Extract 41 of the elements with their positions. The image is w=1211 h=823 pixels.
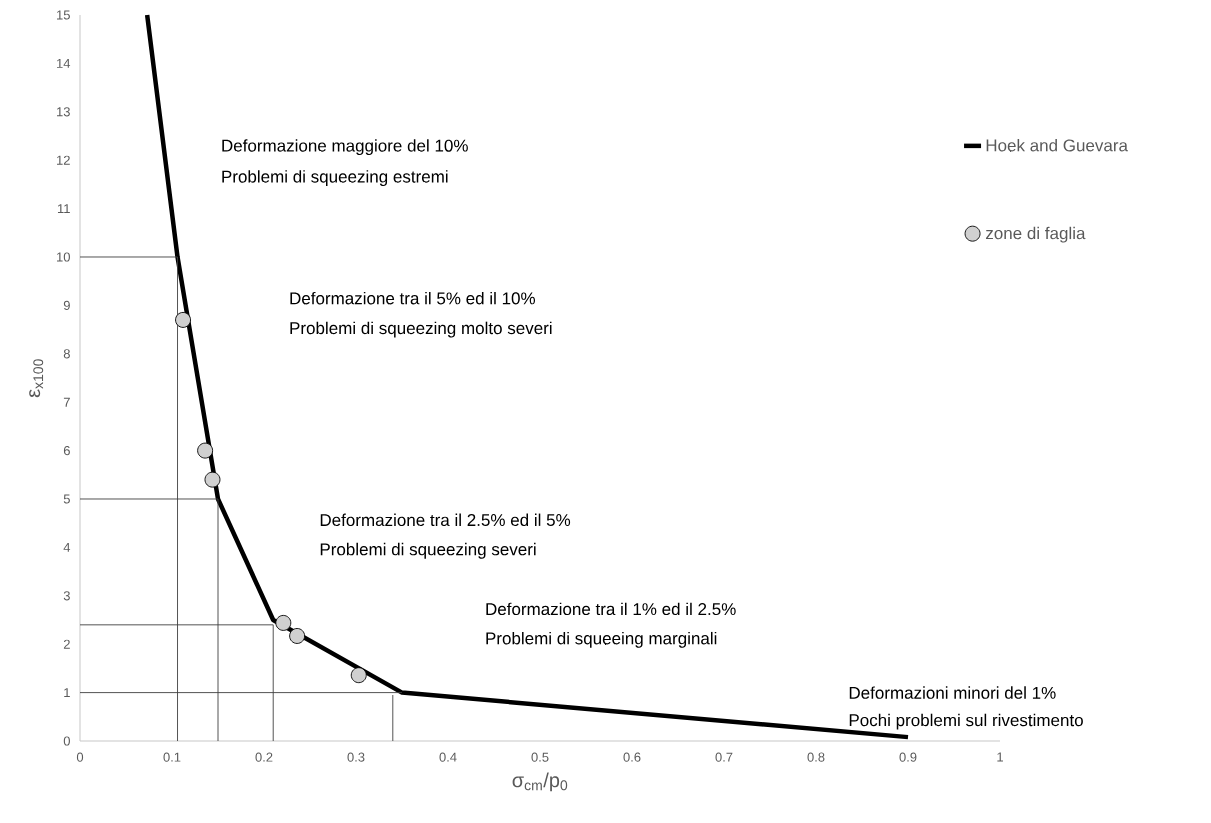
annotation: Deformazioni minori del 1% xyxy=(849,686,1056,699)
y-tick-label: 0 xyxy=(63,736,70,746)
y-tick-label: 7 xyxy=(63,397,70,407)
y-tick-label: 4 xyxy=(63,542,71,552)
annotation: Deformazione maggiore del 10% xyxy=(222,139,468,156)
annotation: Deformazione tra il 2.5% ed il 5% xyxy=(320,513,571,527)
annotation: Problemi di squeezing severi xyxy=(320,542,536,559)
legend-label: Hoek and Guevara xyxy=(986,138,1128,152)
x-tick-label: 0.7 xyxy=(715,752,733,762)
y-tick-label: 14 xyxy=(57,58,71,68)
legend-label: zone di faglia xyxy=(985,226,1086,243)
y-tick-label: 1 xyxy=(64,688,70,698)
annotation: Problemi di squeeing marginali xyxy=(486,631,717,648)
y-tick-label: 3 xyxy=(63,591,70,601)
annotation: Pochi problemi sul rivestimento xyxy=(849,713,1083,730)
annotation: Problemi di squeezing molto severi xyxy=(290,321,552,338)
y-tick-label: 10 xyxy=(57,252,70,262)
y-tick-label: 11 xyxy=(57,204,70,214)
x-tick-label: 0 xyxy=(76,752,84,762)
y-tick-label: 2 xyxy=(63,639,70,649)
y-axis-title: ε$_{x100}$ xyxy=(29,359,44,398)
x-tick-label: 0.4 xyxy=(439,752,457,762)
y-tick-label: 15 xyxy=(57,10,70,20)
x-tick-label: 1 xyxy=(997,752,1003,762)
annotation: Problemi di squeezing estremi xyxy=(222,170,448,187)
y-tick-label: 12 xyxy=(57,155,70,165)
y-tick-label: 9 xyxy=(63,300,70,310)
x-tick-label: 0.2 xyxy=(255,752,273,762)
x-axis-title: σ$_{cm}$/p$_{0}$ xyxy=(512,772,568,792)
x-tick-label: 0.5 xyxy=(531,752,549,762)
x-tick-label: 0.9 xyxy=(899,752,917,762)
x-tick-label: 0.1 xyxy=(163,752,181,762)
y-tick-label: 6 xyxy=(63,445,70,456)
x-tick-label: 0.3 xyxy=(347,752,365,762)
annotation: Deformazione tra il 1% ed il 2.5% xyxy=(486,602,736,616)
x-tick-label: 0.6 xyxy=(623,752,641,762)
annotation: Deformazione tra il 5% ed il 10% xyxy=(290,291,536,305)
y-tick-label: 8 xyxy=(63,349,70,359)
y-tick-label: 5 xyxy=(63,494,70,504)
x-tick-label: 0.8 xyxy=(807,752,825,762)
y-tick-label: 13 xyxy=(57,107,70,117)
